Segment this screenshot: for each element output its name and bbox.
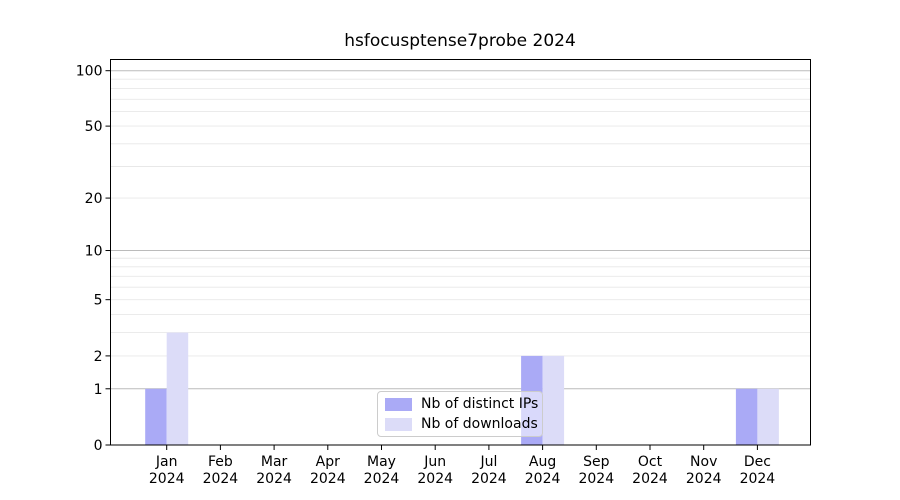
minor-gridlines — [110, 78, 811, 357]
x-tick-year-jul: 2024 — [471, 471, 507, 487]
bar-distinct-ips-dec — [735, 388, 758, 445]
x-tick-label-may: May — [367, 454, 396, 470]
x-tick-year-oct: 2024 — [632, 471, 668, 487]
x-tick-label-sep: Sep — [583, 454, 610, 470]
y-tick-label-10: 10 — [85, 244, 103, 260]
x-tick-year-feb: 2024 — [203, 471, 239, 487]
x-tick-year-nov: 2024 — [686, 471, 722, 487]
bar-downloads-dec — [757, 388, 779, 445]
distinct-ips-swatch — [385, 397, 412, 411]
bar-distinct-ips-jan — [145, 388, 167, 445]
x-tick-label-jun: Jun — [423, 454, 446, 470]
x-tick-label-mar: Mar — [261, 454, 288, 470]
legend-label-distinct-ips: Nb of distinct IPs — [421, 396, 539, 412]
legend-label-downloads: Nb of downloads — [421, 416, 538, 432]
y-axis: 0 1 2 5 10 20 50 100 — [76, 64, 111, 454]
x-tick-year-jan: 2024 — [149, 471, 185, 487]
x-tick-year-sep: 2024 — [578, 471, 614, 487]
x-tick-label-feb: Feb — [208, 454, 233, 470]
x-tick-year-dec: 2024 — [740, 471, 776, 487]
y-tick-label-5: 5 — [94, 293, 103, 309]
y-tick-label-50: 50 — [85, 119, 103, 135]
y-tick-label-20: 20 — [85, 191, 103, 207]
y-tick-label-100: 100 — [76, 64, 103, 80]
x-tick-label-oct: Oct — [638, 454, 663, 470]
chart-title: hsfocusptense7probe 2024 — [344, 31, 576, 51]
bar-downloads-aug — [542, 355, 565, 445]
chart-legend: Nb of distinct IPs Nb of downloads — [377, 391, 543, 437]
x-tick-label-dec: Dec — [744, 454, 771, 470]
legend-item-downloads: Nb of downloads — [385, 416, 542, 432]
x-tick-label-jan: Jan — [155, 454, 178, 470]
x-tick-label-apr: Apr — [316, 454, 340, 470]
x-tick-label-nov: Nov — [690, 454, 717, 470]
bars — [145, 332, 779, 445]
major-gridlines — [110, 70, 811, 390]
y-tick-label-2: 2 — [94, 349, 103, 365]
plot-border — [110, 59, 811, 446]
x-tick-year-mar: 2024 — [256, 471, 292, 487]
x-axis: Jan2024Feb2024Mar2024Apr2024May2024Jun20… — [149, 445, 775, 487]
y-tick-label-1: 1 — [94, 382, 103, 398]
x-tick-year-apr: 2024 — [310, 471, 346, 487]
x-tick-year-may: 2024 — [364, 471, 400, 487]
downloads-swatch — [385, 417, 412, 431]
y-tick-label-0: 0 — [94, 438, 103, 454]
x-tick-label-jul: Jul — [479, 454, 497, 470]
x-tick-year-aug: 2024 — [525, 471, 561, 487]
legend-item-distinct-ips: Nb of distinct IPs — [385, 396, 542, 412]
x-tick-year-jun: 2024 — [417, 471, 453, 487]
x-tick-label-aug: Aug — [529, 454, 556, 470]
bar-downloads-jan — [166, 332, 189, 445]
